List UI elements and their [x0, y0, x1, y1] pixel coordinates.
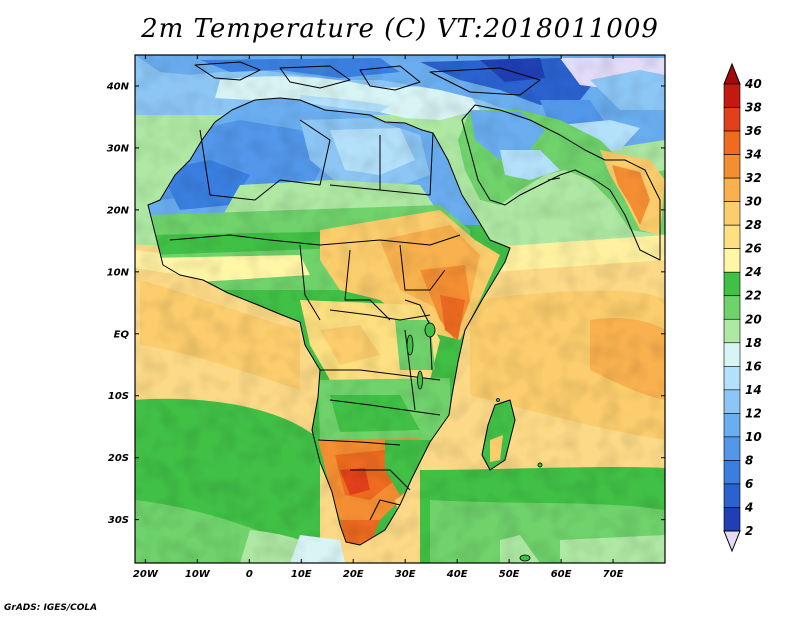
colorbar-label-12: 12	[745, 406, 762, 420]
colorbar-segment	[723, 248, 741, 273]
colorbar-label-20: 20	[745, 312, 762, 326]
colorbar-label-36: 36	[745, 124, 762, 138]
colorbar-label-30: 30	[745, 195, 762, 209]
colorbar-segment	[723, 295, 741, 320]
colorbar-segment	[723, 389, 741, 414]
lon-label-20e: 20E	[343, 569, 364, 580]
colorbar-segment	[723, 507, 741, 532]
colorbar-segment	[723, 130, 741, 155]
latitude-axis-labels: 40N 30N 20N 10N EQ 10S 20S 30S	[106, 81, 130, 526]
colorbar-segment	[723, 413, 741, 438]
lon-label-70e: 70E	[603, 569, 624, 580]
colorbar-label-18: 18	[745, 336, 762, 350]
colorbar-label-10: 10	[745, 430, 762, 444]
colorbar-label-14: 14	[745, 383, 762, 397]
lat-label-10s: 10S	[108, 391, 129, 402]
plot-frame	[134, 54, 666, 564]
colorbar-segment	[723, 460, 741, 485]
lat-label-30n: 30N	[107, 143, 130, 154]
colorbar-label-26: 26	[745, 242, 762, 256]
colorbar-segment	[723, 318, 741, 344]
lat-label-eq: EQ	[114, 329, 130, 340]
colorbar-label-38: 38	[745, 101, 762, 115]
lon-label-20w: 20W	[133, 569, 159, 580]
colorbar-segment	[723, 154, 741, 179]
colorbar-segment	[723, 224, 741, 249]
lon-label-30e: 30E	[395, 569, 416, 580]
lat-label-10n: 10N	[107, 267, 130, 278]
lat-label-20n: 20N	[107, 205, 130, 216]
colorbar-label-16: 16	[745, 359, 762, 373]
lakes-islands	[406, 322, 543, 562]
colorbar-label-2: 2	[745, 524, 753, 538]
colorbar-label-6: 6	[745, 477, 753, 491]
colorbar-label-4: 4	[744, 500, 753, 514]
colorbar-label-8: 8	[745, 453, 753, 467]
lat-label-20s: 20S	[108, 453, 129, 464]
colorbar-segment	[723, 483, 741, 508]
colorbar-label-32: 32	[745, 171, 762, 185]
lon-label-40e: 40E	[446, 569, 468, 580]
colorbar-under-triangle	[723, 530, 741, 553]
colorbar-segment	[723, 107, 741, 132]
longitude-axis-labels: 20W 10W 0 10E 20E 30E 40E 50E 60E 70E	[133, 569, 624, 580]
colorbar-segment	[723, 83, 741, 108]
map-title: 2m Temperature (C) VT:2018011009	[141, 14, 659, 44]
colorbar-label-40: 40	[744, 77, 762, 91]
colorbar-segment	[723, 201, 741, 226]
colorbar-segment	[723, 342, 741, 367]
grads-credit: GrADS: IGES/COLA	[4, 603, 98, 613]
lon-label-50e: 50E	[499, 569, 520, 580]
coastlines-borders	[147, 61, 661, 546]
axis-ticks	[135, 55, 665, 563]
lon-label-10w: 10W	[185, 569, 211, 580]
colorbar-label-22: 22	[745, 289, 762, 303]
colorbar-segment	[723, 177, 741, 202]
colorbar-segment	[723, 271, 741, 297]
map-plot-area	[135, 55, 665, 563]
colorbar-label-34: 34	[745, 148, 762, 162]
lat-label-30s: 30S	[108, 515, 129, 526]
lon-label-10e: 10E	[291, 569, 312, 580]
colorbar-segment	[723, 436, 741, 461]
colorbar-label-28: 28	[745, 218, 762, 232]
colorbar: 40 38 36 34 32 30 28 26 24 22 20 18 16 14 12 10 8 6 4 2	[723, 62, 762, 553]
colorbar-over-triangle	[723, 62, 741, 85]
lon-label-0: 0	[246, 569, 253, 580]
lat-label-40n: 40N	[106, 81, 130, 92]
lon-label-60e: 60E	[551, 569, 572, 580]
colorbar-label-24: 24	[745, 265, 762, 279]
colorbar-segment	[723, 366, 741, 391]
